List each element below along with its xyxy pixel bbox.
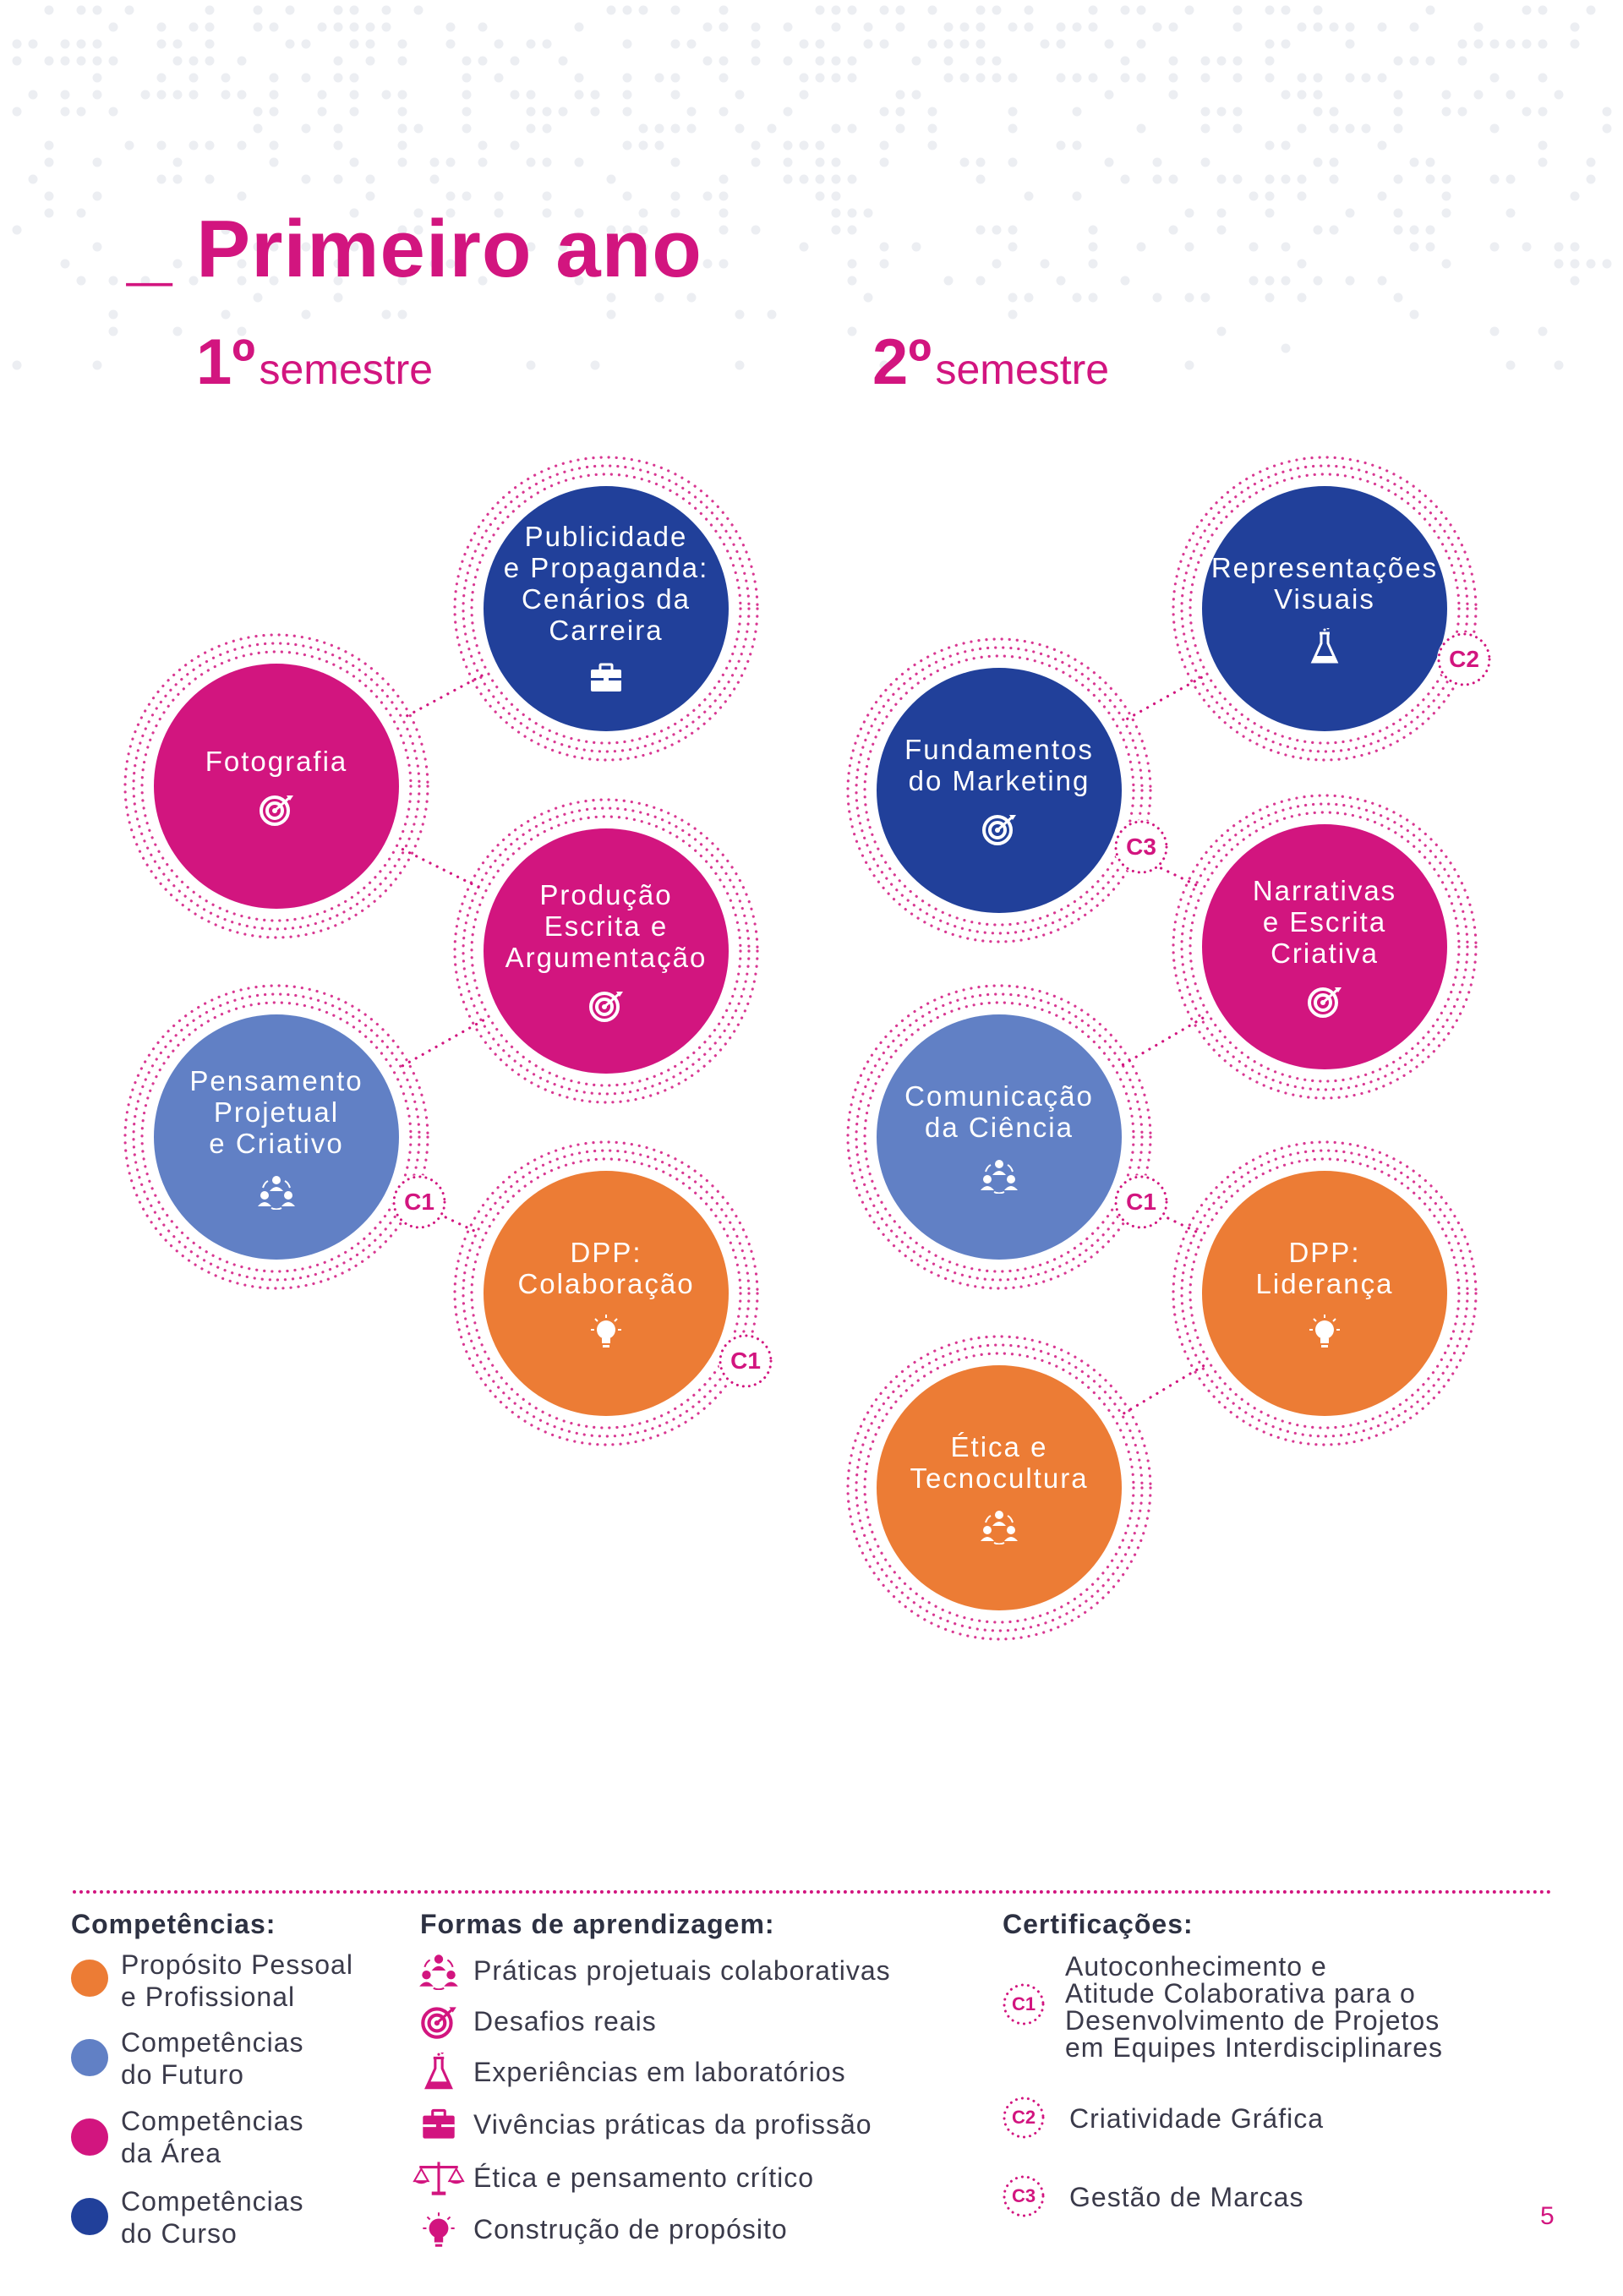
- course-dpp-colaboracao: DPP: Colaboração: [484, 1171, 729, 1416]
- people-icon: [981, 1160, 1018, 1194]
- lightbulb-icon: [423, 2212, 455, 2247]
- cert-legend-c2: C2: [1011, 2107, 1036, 2128]
- lightbulb-icon: [1309, 1315, 1340, 1348]
- competencia-dot-proposito: [71, 1960, 108, 1997]
- competencia-label: Propósito Pessoal e Profissional: [121, 1949, 353, 2012]
- forma-label: Ética e pensamento crítico: [473, 2162, 815, 2193]
- legend-certificacoes-heading: Certificações:: [1003, 1909, 1194, 1939]
- forma-label: Experiências em laboratórios: [473, 2057, 846, 2087]
- course-etica-tecnocultura: Ética e Tecnocultura: [877, 1365, 1122, 1610]
- competencia-label: Competências do Curso: [121, 2186, 304, 2249]
- cert-label: Autoconhecimento e Atitude Colaborativa …: [1065, 1951, 1443, 2063]
- course-label: Comunicação da Ciência: [904, 1080, 1094, 1143]
- course-pensamento-projetual: Pensamento Projetual e Criativo: [154, 1014, 399, 1260]
- forma-label: Vivências práticas da profissão: [473, 2109, 872, 2140]
- competencia-dot-area: [71, 2118, 108, 2156]
- cert-label: Gestão de Marcas: [1069, 2182, 1304, 2212]
- course-label: DPP: Colaboração: [517, 1237, 695, 1299]
- course-label: Produção Escrita e Argumentação: [505, 878, 708, 973]
- legend-formas-heading: Formas de aprendizagem:: [420, 1909, 775, 1939]
- target-icon: [260, 795, 293, 826]
- semester-2-heading: 2º semestre: [872, 325, 1109, 399]
- course-label: Pensamento Projetual e Criativo: [189, 1064, 363, 1159]
- course-label: DPP: Liderança: [1255, 1237, 1394, 1299]
- flask-icon: [1310, 628, 1339, 664]
- course-label: Fundamentos do Marketing: [904, 734, 1094, 796]
- page-number: 5: [1540, 2202, 1555, 2230]
- cert-badge-c1: C1: [719, 1334, 773, 1388]
- cert-badge-c2: C2: [1437, 632, 1491, 686]
- semester-2-number: 2º: [872, 326, 932, 398]
- course-narrativas-escrita: Narrativas e Escrita Criativa: [1202, 824, 1447, 1069]
- people-icon: [419, 1954, 458, 1990]
- semester-1-word: semestre: [259, 346, 434, 393]
- course-producao-escrita: Produção Escrita e Argumentação: [484, 828, 729, 1074]
- legend-separator: [73, 1890, 1552, 1894]
- cert-label: Criatividade Gráfica: [1069, 2103, 1324, 2134]
- course-dpp-lideranca: DPP: Liderança: [1202, 1171, 1447, 1416]
- competencia-label: Competências da Área: [121, 2106, 304, 2168]
- forma-label: Desafios reais: [473, 2006, 657, 2036]
- course-label: Fotografia: [205, 745, 348, 777]
- page-title: _ Primeiro ano: [127, 204, 702, 294]
- flask-icon: [424, 2053, 453, 2090]
- target-icon: [589, 991, 623, 1022]
- cert-legend-c1: C1: [1011, 1993, 1036, 2014]
- briefcase-icon: [423, 2108, 455, 2139]
- forma-label: Práticas projetuais colaborativas: [473, 1955, 891, 1986]
- course-label: Representações Visuais: [1210, 552, 1439, 615]
- semester-2-word: semestre: [935, 346, 1110, 393]
- competencia-dot-curso: [71, 2198, 108, 2235]
- course-fotografia: Fotografia: [154, 664, 399, 909]
- cert-badge-c1: C1: [1114, 1175, 1168, 1229]
- course-comunicacao-ciencia: Comunicação da Ciência: [877, 1014, 1122, 1260]
- competencia-label: Competências do Futuro: [121, 2027, 304, 2090]
- target-icon: [421, 2007, 456, 2039]
- course-publicidade-propaganda: Publicidade e Propaganda: Cenários da Ca…: [484, 486, 729, 731]
- briefcase-icon: [591, 663, 621, 692]
- competencia-dot-futuro: [71, 2039, 108, 2076]
- course-fundamentos-marketing: Fundamentos do Marketing: [877, 668, 1122, 913]
- lightbulb-icon: [591, 1315, 621, 1348]
- people-icon: [258, 1175, 295, 1210]
- forma-label: Construção de propósito: [473, 2214, 788, 2244]
- course-label: Ética e Tecnocultura: [910, 1431, 1089, 1494]
- background-dot-pattern: [12, 5, 1612, 370]
- target-icon: [1308, 987, 1342, 1018]
- scale-icon: [413, 2162, 465, 2195]
- semester-1-number: 1º: [196, 326, 256, 398]
- cert-legend-c3: C3: [1011, 2185, 1036, 2206]
- people-icon: [981, 1511, 1018, 1544]
- semester-1-heading: 1º semestre: [196, 325, 433, 399]
- course-label: Narrativas e Escrita Criativa: [1252, 874, 1397, 969]
- cert-badge-c3: C3: [1114, 820, 1168, 874]
- legend-competencias-heading: Competências:: [71, 1909, 276, 1939]
- cert-badge-c1: C1: [392, 1175, 446, 1229]
- course-representacoes-visuais: Representações Visuais: [1202, 486, 1447, 731]
- target-icon: [982, 815, 1016, 845]
- course-label: Publicidade e Propaganda: Cenários da Ca…: [503, 521, 709, 646]
